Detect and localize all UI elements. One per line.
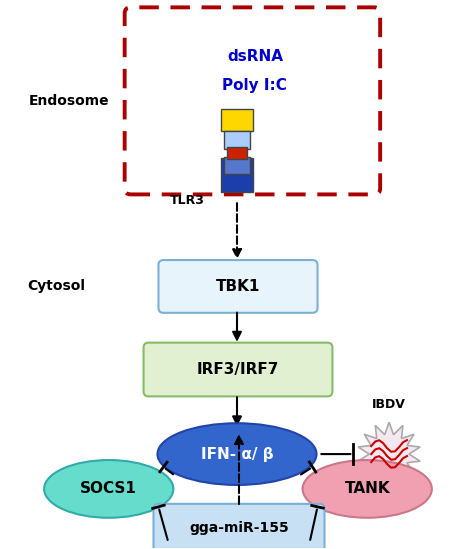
Ellipse shape	[302, 460, 432, 518]
Bar	[221, 158, 253, 192]
Text: Poly I:C: Poly I:C	[222, 79, 287, 93]
Text: TANK: TANK	[345, 481, 390, 496]
Text: IFN- α/ β: IFN- α/ β	[201, 446, 273, 462]
FancyBboxPatch shape	[125, 7, 380, 194]
FancyBboxPatch shape	[158, 260, 318, 313]
Text: IBDV: IBDV	[372, 398, 406, 411]
Bar	[227, 147, 247, 159]
Polygon shape	[358, 422, 420, 486]
Text: TBK1: TBK1	[216, 279, 260, 294]
Text: IRF3/IRF7: IRF3/IRF7	[197, 362, 279, 377]
Text: SOCS1: SOCS1	[80, 481, 137, 496]
Ellipse shape	[157, 423, 317, 485]
Text: Cytosol: Cytosol	[27, 279, 85, 293]
Text: Endosome: Endosome	[29, 94, 109, 108]
FancyBboxPatch shape	[144, 343, 332, 396]
Bar	[224, 131, 250, 149]
FancyBboxPatch shape	[154, 504, 325, 549]
Text: gga-miR-155: gga-miR-155	[189, 520, 289, 535]
Bar	[221, 109, 253, 131]
Text: TLR3: TLR3	[170, 194, 205, 207]
Bar	[224, 156, 250, 173]
Ellipse shape	[44, 460, 173, 518]
Text: dsRNA: dsRNA	[227, 49, 283, 64]
